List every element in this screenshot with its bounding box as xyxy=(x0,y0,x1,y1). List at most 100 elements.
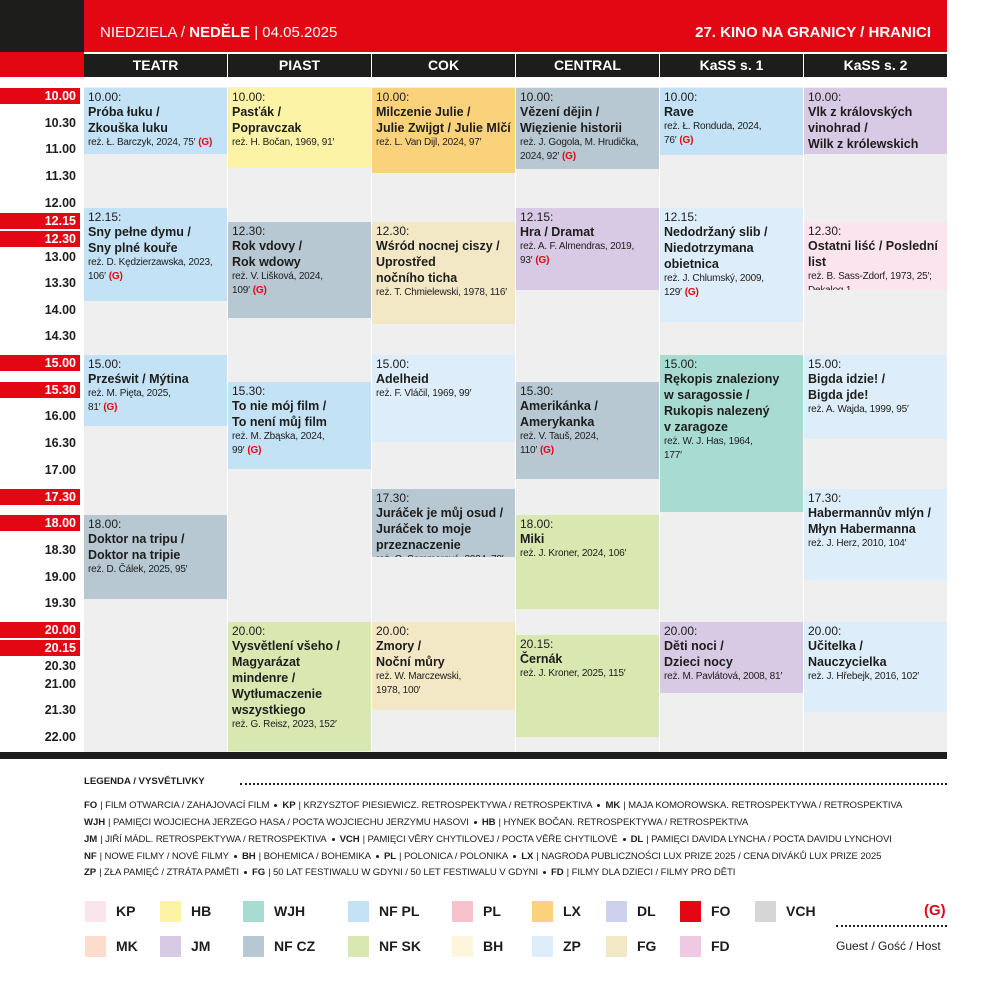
event-title: Vlk z královských xyxy=(808,105,913,119)
legend-code: PL xyxy=(383,851,397,862)
event-details: reż. J. Hřebejk, 2016, 102′ xyxy=(808,671,919,682)
grid-bottom-bar xyxy=(0,752,947,759)
time-label: 21.00 xyxy=(44,677,76,691)
event-details-line: 110′ (G) xyxy=(520,444,655,458)
event-details: reż. J. Chlumský, 2009, xyxy=(664,273,764,285)
swatch xyxy=(532,936,553,957)
event-details-line: 93′ (G) xyxy=(520,254,655,268)
event-title: Vězení dějin / xyxy=(520,105,600,119)
event-title: Uprostřed xyxy=(376,254,436,269)
event-time: 17.30: xyxy=(376,490,410,505)
time-label: 17.00 xyxy=(44,462,76,477)
event-details: reż. G. Reisz, 2023, 152′ xyxy=(232,719,337,730)
event-time: 10.00: xyxy=(520,90,554,104)
event-time: 12.15: xyxy=(664,210,698,225)
event-details-line: 106′ (G) xyxy=(88,270,223,284)
event-time: 10.00: xyxy=(88,90,122,104)
legend-code: FD xyxy=(551,867,564,878)
event-time: 10.00: xyxy=(664,90,698,104)
day-cz: NEDĚLE xyxy=(189,24,251,41)
event: 20.00: Vysvětlení všeho / Magyarázat minden… xyxy=(228,622,371,751)
legend-dot xyxy=(513,854,517,858)
event-details: reż. B. Sass-Zdorf, 1973, 25′; xyxy=(808,270,932,282)
event-details-line: reż. G. Reisz, 2023, 152′ xyxy=(232,718,367,732)
event-title: Miki xyxy=(520,532,545,547)
event-details-line: reż. A. Wajda, 1999, 95′ xyxy=(808,403,943,417)
event-title: v zaragoze xyxy=(664,420,728,434)
event-time: 10.00: xyxy=(376,90,410,104)
legend-text: | JIŘÍ MÁDL. RETROSPEKTYWA / RETROSPEKTI… xyxy=(100,834,327,845)
event-title: Wśród nocnej ciszy / xyxy=(376,238,500,253)
legend-code: NF xyxy=(84,851,97,862)
legend-dot xyxy=(597,803,601,807)
legend-rule xyxy=(240,783,947,785)
time-label: 14.00 xyxy=(44,302,76,317)
event-details: reż. J. Herz, 2010, 104′ xyxy=(808,537,907,549)
event-details-line: reż. J. Kroner, 2025, 115′ xyxy=(520,667,655,681)
event-details-line: reż. T. Chmielewski, 1978, 116′ xyxy=(376,286,511,300)
event-time: 12.15: xyxy=(520,210,554,225)
legend-code: VCH xyxy=(339,834,360,845)
legend-code: FG xyxy=(251,867,266,878)
event-title: Sny pełne dymu / xyxy=(88,225,191,240)
swatch-label: HB xyxy=(191,903,212,919)
event-details: reż. J. Gogola, M. Hrudička, xyxy=(520,137,639,148)
event: 10.00: Rave reż. Ł. Ronduda, 2024, 76′ (G) xyxy=(660,88,803,155)
event-details-line: reż. L. Van Dijl, 2024, 97′ xyxy=(376,136,511,150)
event-details-line: 81′ (G) xyxy=(88,401,223,415)
time-highlight xyxy=(0,622,80,638)
event: 15.30: To nie mój film / To není můj film r… xyxy=(228,381,371,469)
event-title: Učitelka / xyxy=(808,639,863,653)
event-details: reż. Ł. Ronduda, 2024, xyxy=(664,121,762,132)
legend-text: | MAJA KOMOROWSKA. RETROSPEKTYWA / RETRO… xyxy=(623,800,903,811)
event-title: Nedodržaný slib / xyxy=(664,225,768,240)
swatch xyxy=(348,901,369,922)
event-details: 110′ xyxy=(520,444,538,456)
event-details-line: reż. O. Sommerová, 2024, 78′ xyxy=(376,553,511,557)
legend-text: | PAMIĘCI VĚRY CHYTILOVEJ / POCTA VĚŘE C… xyxy=(362,834,618,845)
event: 20.00: Děti noci / Dzieci nocy reż. M. Pavl… xyxy=(660,622,803,694)
legend-code: FO xyxy=(84,800,98,811)
event-title: Habermannův mlýn / xyxy=(808,505,931,520)
swatch xyxy=(755,901,776,922)
event-time: 15.00: xyxy=(664,357,698,371)
legend-text: | POLONICA / POLONIKA xyxy=(399,851,509,862)
legend-text: | BOHEMICA / BOHEMIKA xyxy=(258,851,371,862)
event-title: Sny plné kouře xyxy=(88,241,178,256)
guest-mark: (G) xyxy=(108,271,123,283)
swatch-label: FG xyxy=(637,938,657,954)
event-time: 12.30: xyxy=(376,223,410,238)
event-title: Rukopis nalezený xyxy=(664,404,770,418)
event-details: 177′ xyxy=(664,450,682,461)
swatch-label: LX xyxy=(563,903,581,919)
time-label: 14.30 xyxy=(44,329,76,344)
time-label: 13.30 xyxy=(44,275,76,290)
event-details: reż. M. Pavlátová, 2008, 81′ xyxy=(664,671,783,682)
time-label: 20.15 xyxy=(44,641,76,655)
guest-mark: (G) xyxy=(562,151,576,162)
event-details-line: reż. F. Vláčil, 1969, 99′ xyxy=(376,387,511,401)
event: 10.00: Próba łuku / Zkouška luku reż. Ł. Ba… xyxy=(84,88,227,154)
legend-code: HB xyxy=(481,817,496,828)
time-label: 22.00 xyxy=(44,729,76,744)
time-highlight xyxy=(0,230,80,247)
swatch-label: VCH xyxy=(786,903,816,919)
time-label: 11.30 xyxy=(45,169,76,184)
event-details-line: 2024, 92′ (G) xyxy=(520,150,655,164)
legend-line: NF | NOWE FILMY / NOVÉ FILMY BH | BOHEMICA … xyxy=(84,851,881,862)
legend-code: MK xyxy=(605,800,621,811)
event-details: reż. W. J. Has, 1964, xyxy=(664,436,753,447)
corner-block xyxy=(0,0,84,52)
time-label: 15.30 xyxy=(44,382,76,397)
legend-dot xyxy=(274,803,278,807)
legend-code: WJH xyxy=(84,817,106,828)
swatch xyxy=(452,936,473,957)
guest-mark: (G) xyxy=(924,902,946,919)
swatch xyxy=(85,901,106,922)
swatch-label: NF CZ xyxy=(274,938,316,954)
event-details-line: reż. Ł. Barczyk, 2024, 75′ (G) xyxy=(88,136,223,150)
event-time: 20.00: xyxy=(808,624,842,638)
event-title: Niedotrzymana xyxy=(664,241,754,256)
event-title: Doktor na tripie xyxy=(88,548,181,563)
event-details-line: reż. J. Gogola, M. Hrudička, xyxy=(520,136,655,150)
